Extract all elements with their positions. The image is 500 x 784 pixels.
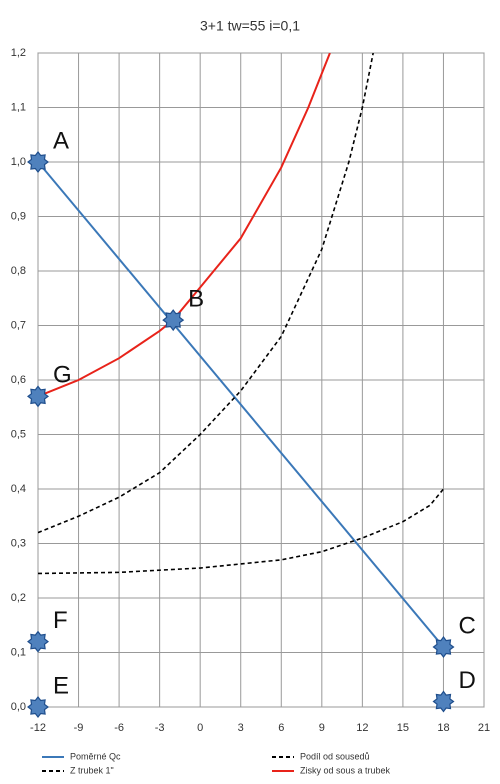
point-marker — [27, 630, 49, 653]
x-tick-label: -6 — [114, 722, 124, 734]
x-tick-label: 18 — [437, 722, 449, 734]
legend-label: Poměrné Qc — [70, 751, 121, 761]
x-tick-label: 6 — [278, 722, 284, 734]
x-tick-label: 15 — [397, 722, 409, 734]
series-line — [38, 53, 331, 398]
y-tick-label: 0,2 — [11, 592, 26, 604]
series-line — [38, 488, 445, 575]
y-tick-label: 0,3 — [11, 537, 26, 549]
y-tick-label: 0,0 — [11, 701, 26, 713]
legend-label: Podíl od sousedů — [300, 751, 370, 761]
point-label: B — [188, 285, 204, 312]
x-tick-label: -9 — [74, 722, 84, 734]
x-tick-label: 0 — [197, 722, 203, 734]
series-line — [38, 53, 374, 534]
x-tick-label: 12 — [356, 722, 368, 734]
y-tick-label: 1,1 — [11, 101, 26, 113]
legend-label: Zisky od sous a trubek — [300, 765, 391, 775]
point-label: C — [458, 612, 475, 639]
point-label: D — [458, 667, 475, 694]
y-tick-label: 0,8 — [11, 265, 26, 277]
chart-title: 3+1 tw=55 i=0,1 — [200, 18, 300, 34]
point-marker — [27, 151, 49, 173]
legend-label: Z trubek 1" — [70, 765, 114, 775]
point-label: A — [53, 127, 69, 154]
y-tick-label: 0,4 — [11, 483, 26, 495]
y-tick-label: 1,0 — [11, 156, 26, 168]
y-tick-label: 0,1 — [11, 646, 26, 658]
y-tick-label: 0,5 — [11, 428, 26, 440]
y-tick-label: 0,6 — [11, 374, 26, 386]
x-tick-label: 3 — [238, 722, 244, 734]
point-label: E — [53, 672, 69, 699]
y-tick-label: 1,2 — [11, 47, 26, 59]
point-label: G — [53, 362, 72, 389]
x-tick-label: 9 — [319, 722, 325, 734]
point-marker — [27, 385, 49, 408]
point-marker — [27, 696, 49, 718]
x-tick-label: -12 — [30, 722, 46, 734]
legend: Poměrné Qc Podíl od sousedů Z trubek 1" Zis… — [42, 751, 391, 775]
y-tick-label: 0,7 — [11, 319, 26, 331]
y-tick-label: 0,9 — [11, 210, 26, 222]
x-tick-label: -3 — [155, 722, 165, 734]
series-line — [38, 161, 445, 648]
point-label: F — [53, 607, 68, 634]
point-marker — [432, 690, 455, 713]
point-marker — [432, 635, 455, 658]
x-tick-label: 21 — [478, 722, 490, 734]
point-marker — [162, 309, 185, 332]
